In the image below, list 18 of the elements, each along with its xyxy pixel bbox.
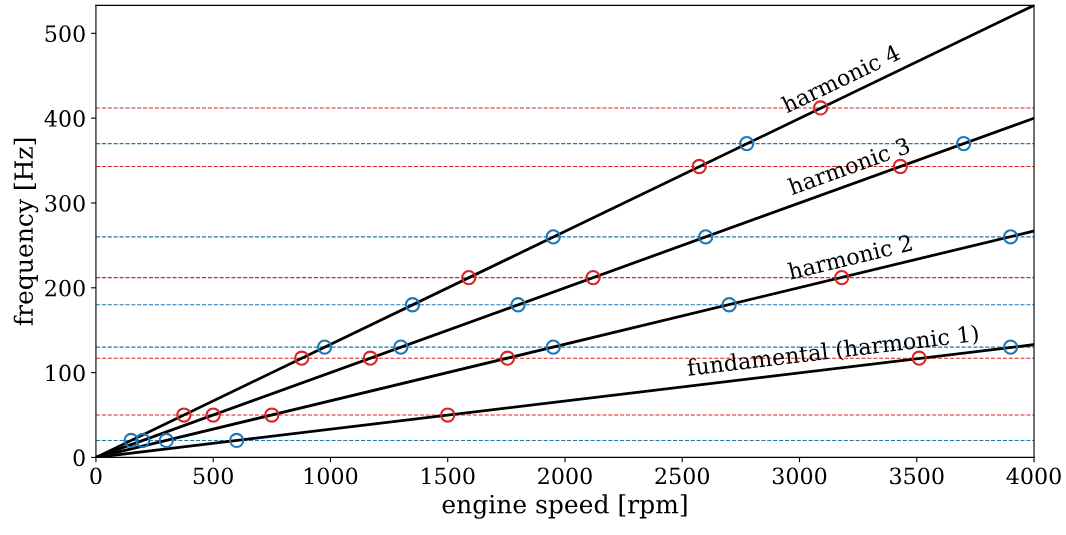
y-tick-label: 400 xyxy=(44,110,85,127)
x-tick-label: 4000 xyxy=(1006,467,1061,485)
y-tick-label: 300 xyxy=(45,194,85,212)
y-axis-title: frequency [Hz] xyxy=(13,138,39,326)
x-axis-title: engine speed [rpm] xyxy=(442,494,687,519)
x-tick-label: 0 xyxy=(90,467,102,485)
y-tick-label: 500 xyxy=(45,25,85,43)
x-tick-label: 3500 xyxy=(890,467,944,485)
x-tick-label: 1500 xyxy=(422,467,475,485)
annotation: fundamental (harmonic 1) xyxy=(686,324,979,380)
x-tick-label: 1000 xyxy=(304,467,358,485)
x-tick-label: 2500 xyxy=(655,467,710,485)
x-tick-label: 500 xyxy=(193,467,233,485)
x-tick-label: 2000 xyxy=(538,467,592,485)
x-tick-label: 3000 xyxy=(772,467,827,485)
y-tick-label: 100 xyxy=(46,364,85,382)
y-tick-label: 0 xyxy=(73,449,85,467)
y-tick-label: 200 xyxy=(45,279,85,297)
